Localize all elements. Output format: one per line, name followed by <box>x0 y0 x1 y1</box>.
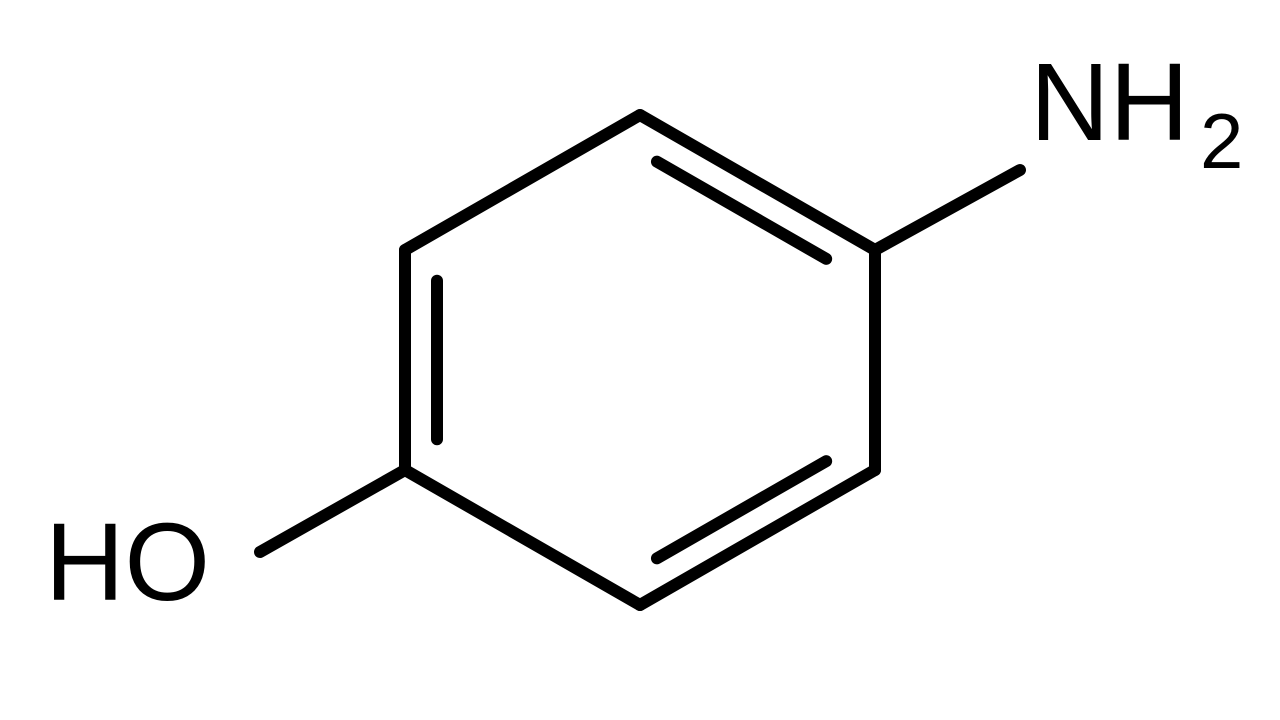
ring-bond <box>640 470 875 605</box>
substituent-bond <box>260 470 405 552</box>
chemical-structure: NH2 HO <box>0 0 1280 720</box>
atom-label: HO <box>45 501 210 624</box>
substituent-bond <box>875 170 1020 250</box>
ring-bond <box>405 115 640 250</box>
atom-label: 2 <box>1200 97 1243 185</box>
ring-bond <box>405 470 640 605</box>
atom-label: NH <box>1030 41 1189 164</box>
ring-bond <box>640 115 875 250</box>
